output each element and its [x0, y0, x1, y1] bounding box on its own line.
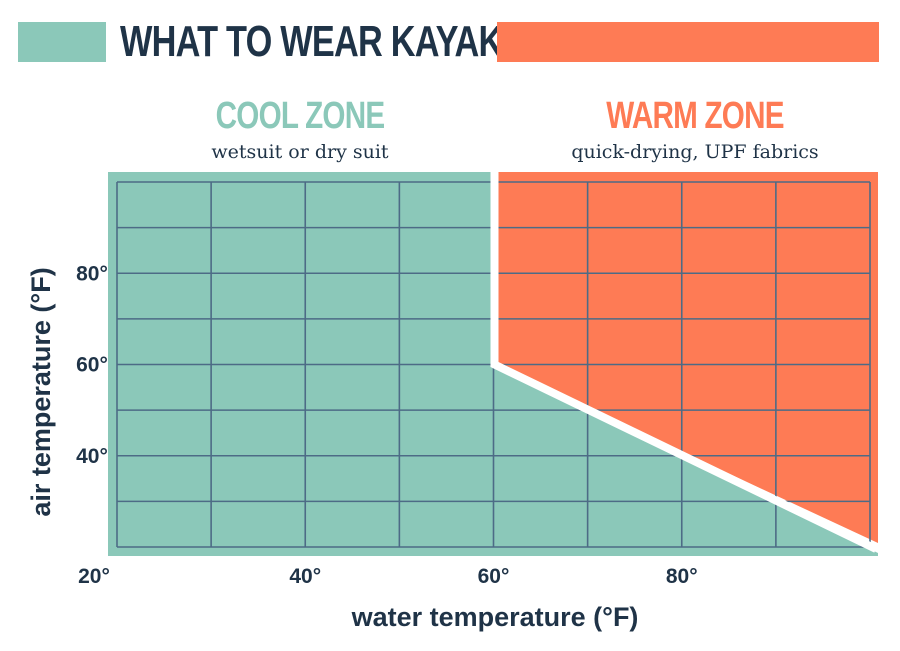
x-tick-label: 80° [666, 565, 698, 588]
warm-zone-name: WARM ZONE [606, 95, 784, 137]
header-bar-left [18, 22, 106, 62]
warm-zone-label: WARM ZONE quick-drying, UPF fabrics [540, 96, 850, 164]
x-axis-label: water temperature (°F) [351, 602, 639, 632]
zone-boundary-line [490, 172, 878, 553]
warm-zone-description: quick-drying, UPF fabrics [571, 141, 819, 163]
x-tick-label: 40° [289, 565, 321, 588]
y-tick-label: 80° [76, 262, 108, 285]
cool-zone-label: COOL ZONE wetsuit or dry suit [150, 96, 450, 164]
y-tick-label: 40° [76, 445, 108, 468]
y-tick-label: 60° [76, 354, 108, 377]
x-tick-label: 60° [478, 565, 510, 588]
y-axis-label: air temperature (°F) [26, 267, 56, 516]
x-tick-label: 20° [78, 565, 110, 588]
cool-zone-description: wetsuit or dry suit [211, 141, 389, 163]
cool-zone-name: COOL ZONE [215, 95, 385, 137]
warm-zone-area [494, 172, 878, 543]
header-bar-right [497, 22, 879, 62]
